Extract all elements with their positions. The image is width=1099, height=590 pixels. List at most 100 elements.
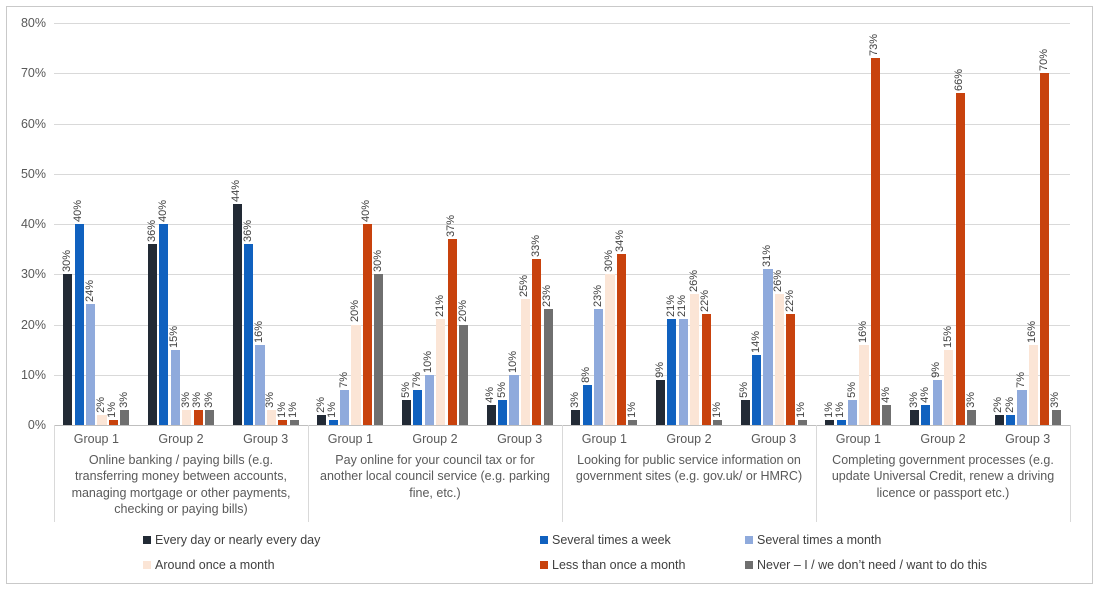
bar [147, 244, 158, 425]
bar [532, 259, 542, 425]
bar-value-label: 44% [230, 179, 243, 202]
bar [909, 409, 920, 425]
legend-swatch [745, 561, 753, 569]
bar-value-label: 34% [614, 230, 627, 253]
bar [571, 409, 581, 425]
bar-value-label: 22% [699, 290, 712, 313]
bar [401, 399, 412, 425]
bar [825, 419, 835, 425]
bar [159, 224, 169, 425]
bar-value-label: 25% [518, 275, 531, 298]
group-axis-label: Group 1 [835, 432, 881, 446]
bar [616, 254, 627, 425]
legend-label: Every day or nearly every day [155, 533, 321, 547]
bar [921, 404, 931, 425]
bar-value-label: 1% [834, 402, 847, 418]
bar-value-label: 23% [591, 285, 604, 308]
group-axis-label: Group 2 [920, 432, 966, 446]
category-divider [562, 425, 563, 522]
bar-value-label: 1% [795, 402, 808, 418]
group-axis-label: Group 3 [1005, 432, 1051, 446]
bar-value-label: 23% [541, 285, 554, 308]
bar [751, 354, 762, 425]
gridline [54, 123, 1070, 125]
bar-value-label: 70% [1037, 49, 1050, 72]
bar [243, 244, 254, 425]
bar [413, 389, 423, 425]
bar [701, 314, 711, 425]
bar-value-label: 24% [83, 280, 96, 303]
legend-swatch [540, 536, 548, 544]
bar [447, 239, 457, 425]
bar [182, 409, 192, 425]
bar-value-label: 20% [456, 300, 469, 323]
bar [74, 224, 84, 425]
y-axis-tick-label: 50% [20, 166, 46, 181]
panel-category-label: Online banking / paying bills (e.g. tran… [71, 453, 291, 517]
bar [582, 384, 592, 425]
bar [289, 419, 299, 425]
legend-label: Less than once a month [552, 558, 686, 572]
bar-value-label: 36% [145, 220, 158, 243]
panel-category-label: Looking for public service information o… [575, 453, 803, 484]
bar [424, 374, 434, 425]
bar [882, 404, 892, 425]
bar-value-label: 22% [783, 290, 796, 313]
y-axis-tick-label: 0% [27, 418, 46, 432]
bar-value-label: 73% [868, 34, 881, 57]
bar-value-label: 40% [360, 199, 373, 222]
bar [797, 419, 807, 425]
bar-value-label: 33% [529, 235, 542, 258]
bar-value-label: 20% [349, 300, 362, 323]
bar [667, 319, 677, 425]
bar [97, 414, 107, 425]
legend-item: Several times a month [745, 532, 881, 548]
group-axis-label: Group 2 [666, 432, 712, 446]
bar-value-label: 3% [202, 392, 215, 408]
bar-value-label: 10% [422, 350, 435, 373]
bar-value-label: 3% [568, 392, 581, 408]
group-axis-label: Group 3 [751, 432, 797, 446]
bar [317, 414, 327, 425]
category-divider [1070, 425, 1071, 522]
bar [351, 324, 361, 425]
bar-value-label: 5% [495, 381, 508, 398]
bar [255, 344, 265, 425]
y-axis-tick-label: 80% [20, 16, 46, 30]
bar [120, 409, 130, 425]
category-divider [54, 425, 55, 522]
category-divider [308, 425, 309, 522]
y-axis-tick-label: 40% [20, 217, 46, 231]
bar [774, 294, 784, 425]
bar [266, 409, 276, 425]
bar [836, 419, 846, 425]
bar-value-label: 66% [953, 69, 966, 92]
group-axis-label: Group 3 [497, 432, 543, 446]
bar [1017, 389, 1027, 425]
bar [362, 224, 373, 425]
bar-value-label: 21% [433, 295, 446, 318]
bar-value-label: 7% [410, 371, 423, 388]
gridline [54, 173, 1070, 175]
bar [944, 349, 954, 425]
group-axis-label: Group 1 [327, 432, 373, 446]
bar-value-label: 37% [445, 215, 458, 238]
bar [1040, 73, 1050, 425]
bar [966, 409, 977, 425]
gridline [54, 73, 1070, 75]
bar-value-label: 40% [72, 199, 85, 222]
bar [955, 93, 965, 425]
bar [509, 374, 519, 425]
bar-value-label: 30% [603, 250, 616, 273]
bar [1051, 409, 1061, 425]
bar-value-label: 1% [710, 402, 723, 418]
y-axis-tick-label: 20% [20, 317, 46, 332]
legend-label: Several times a week [552, 533, 671, 547]
bar-value-label: 3% [117, 392, 130, 408]
group-axis-label: Group 2 [158, 432, 204, 446]
bar [932, 379, 942, 425]
bar [678, 319, 688, 425]
bar [170, 349, 180, 425]
bar [870, 58, 881, 425]
